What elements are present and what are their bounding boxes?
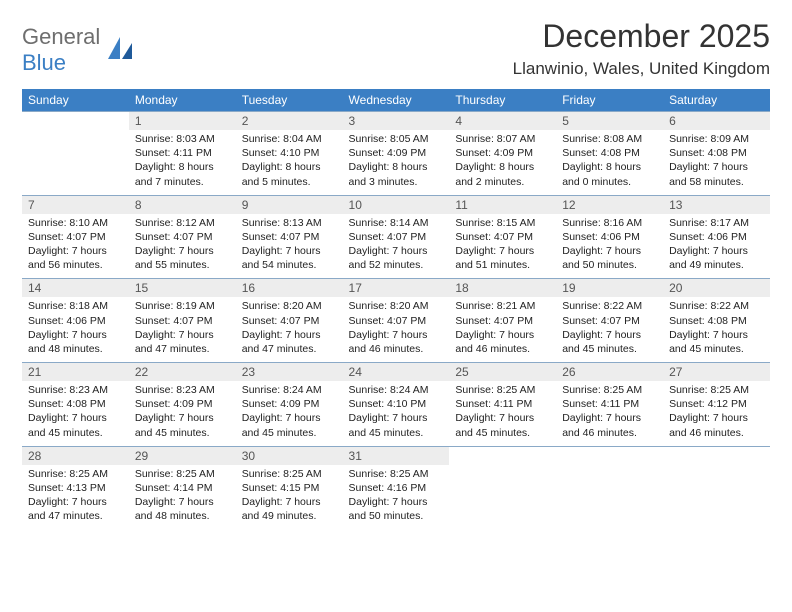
day-number bbox=[556, 446, 663, 465]
logo-sail-icon bbox=[106, 35, 134, 66]
day-cell: Sunrise: 8:25 AMSunset: 4:12 PMDaylight:… bbox=[663, 381, 770, 446]
day-cell: Sunrise: 8:25 AMSunset: 4:15 PMDaylight:… bbox=[236, 465, 343, 530]
day-cell: Sunrise: 8:24 AMSunset: 4:10 PMDaylight:… bbox=[343, 381, 450, 446]
day-cell: Sunrise: 8:24 AMSunset: 4:09 PMDaylight:… bbox=[236, 381, 343, 446]
day-cell: Sunrise: 8:25 AMSunset: 4:11 PMDaylight:… bbox=[556, 381, 663, 446]
day-header-row: SundayMondayTuesdayWednesdayThursdayFrid… bbox=[22, 89, 770, 112]
day-number: 16 bbox=[236, 279, 343, 298]
day-number: 17 bbox=[343, 279, 450, 298]
day-cell: Sunrise: 8:08 AMSunset: 4:08 PMDaylight:… bbox=[556, 130, 663, 195]
day-number: 10 bbox=[343, 195, 450, 214]
day-cell: Sunrise: 8:22 AMSunset: 4:08 PMDaylight:… bbox=[663, 297, 770, 362]
day-number: 28 bbox=[22, 446, 129, 465]
day-content-row: Sunrise: 8:25 AMSunset: 4:13 PMDaylight:… bbox=[22, 465, 770, 530]
day-number: 22 bbox=[129, 363, 236, 382]
day-header: Monday bbox=[129, 89, 236, 112]
day-number: 19 bbox=[556, 279, 663, 298]
day-header: Sunday bbox=[22, 89, 129, 112]
day-number: 11 bbox=[449, 195, 556, 214]
day-cell: Sunrise: 8:23 AMSunset: 4:08 PMDaylight:… bbox=[22, 381, 129, 446]
day-cell: Sunrise: 8:13 AMSunset: 4:07 PMDaylight:… bbox=[236, 214, 343, 279]
day-cell bbox=[556, 465, 663, 530]
day-number-row: 14151617181920 bbox=[22, 279, 770, 298]
day-number: 5 bbox=[556, 112, 663, 131]
day-number: 6 bbox=[663, 112, 770, 131]
calendar-table: SundayMondayTuesdayWednesdayThursdayFrid… bbox=[22, 89, 770, 529]
day-number: 24 bbox=[343, 363, 450, 382]
day-number: 2 bbox=[236, 112, 343, 131]
logo-word-blue: Blue bbox=[22, 50, 66, 75]
day-number: 13 bbox=[663, 195, 770, 214]
location-text: Llanwinio, Wales, United Kingdom bbox=[513, 59, 770, 79]
day-number: 14 bbox=[22, 279, 129, 298]
day-cell: Sunrise: 8:17 AMSunset: 4:06 PMDaylight:… bbox=[663, 214, 770, 279]
day-number-row: 78910111213 bbox=[22, 195, 770, 214]
header: General Blue December 2025 Llanwinio, Wa… bbox=[22, 18, 770, 79]
day-number bbox=[449, 446, 556, 465]
month-title: December 2025 bbox=[513, 18, 770, 55]
day-cell: Sunrise: 8:05 AMSunset: 4:09 PMDaylight:… bbox=[343, 130, 450, 195]
day-number: 3 bbox=[343, 112, 450, 131]
day-content-row: Sunrise: 8:03 AMSunset: 4:11 PMDaylight:… bbox=[22, 130, 770, 195]
day-number: 25 bbox=[449, 363, 556, 382]
day-header: Saturday bbox=[663, 89, 770, 112]
day-cell: Sunrise: 8:22 AMSunset: 4:07 PMDaylight:… bbox=[556, 297, 663, 362]
day-cell: Sunrise: 8:15 AMSunset: 4:07 PMDaylight:… bbox=[449, 214, 556, 279]
day-cell: Sunrise: 8:25 AMSunset: 4:14 PMDaylight:… bbox=[129, 465, 236, 530]
day-number: 7 bbox=[22, 195, 129, 214]
day-number-row: 28293031 bbox=[22, 446, 770, 465]
day-cell: Sunrise: 8:23 AMSunset: 4:09 PMDaylight:… bbox=[129, 381, 236, 446]
day-header: Wednesday bbox=[343, 89, 450, 112]
day-number: 18 bbox=[449, 279, 556, 298]
day-cell: Sunrise: 8:19 AMSunset: 4:07 PMDaylight:… bbox=[129, 297, 236, 362]
day-number: 15 bbox=[129, 279, 236, 298]
day-cell bbox=[449, 465, 556, 530]
day-cell bbox=[663, 465, 770, 530]
day-number bbox=[22, 112, 129, 131]
day-cell: Sunrise: 8:21 AMSunset: 4:07 PMDaylight:… bbox=[449, 297, 556, 362]
brand-logo: General Blue bbox=[22, 24, 134, 76]
day-cell: Sunrise: 8:25 AMSunset: 4:11 PMDaylight:… bbox=[449, 381, 556, 446]
day-cell: Sunrise: 8:25 AMSunset: 4:13 PMDaylight:… bbox=[22, 465, 129, 530]
day-number: 20 bbox=[663, 279, 770, 298]
day-cell: Sunrise: 8:10 AMSunset: 4:07 PMDaylight:… bbox=[22, 214, 129, 279]
day-number-row: 123456 bbox=[22, 112, 770, 131]
day-cell: Sunrise: 8:14 AMSunset: 4:07 PMDaylight:… bbox=[343, 214, 450, 279]
day-header: Tuesday bbox=[236, 89, 343, 112]
day-cell: Sunrise: 8:20 AMSunset: 4:07 PMDaylight:… bbox=[343, 297, 450, 362]
day-cell: Sunrise: 8:20 AMSunset: 4:07 PMDaylight:… bbox=[236, 297, 343, 362]
logo-word-general: General bbox=[22, 24, 100, 49]
day-number: 12 bbox=[556, 195, 663, 214]
day-cell: Sunrise: 8:04 AMSunset: 4:10 PMDaylight:… bbox=[236, 130, 343, 195]
day-number: 27 bbox=[663, 363, 770, 382]
day-number: 4 bbox=[449, 112, 556, 131]
day-header: Thursday bbox=[449, 89, 556, 112]
day-cell: Sunrise: 8:09 AMSunset: 4:08 PMDaylight:… bbox=[663, 130, 770, 195]
day-number: 31 bbox=[343, 446, 450, 465]
logo-text: General Blue bbox=[22, 24, 100, 76]
day-content-row: Sunrise: 8:18 AMSunset: 4:06 PMDaylight:… bbox=[22, 297, 770, 362]
day-number: 29 bbox=[129, 446, 236, 465]
day-number: 8 bbox=[129, 195, 236, 214]
day-content-row: Sunrise: 8:23 AMSunset: 4:08 PMDaylight:… bbox=[22, 381, 770, 446]
day-number bbox=[663, 446, 770, 465]
day-cell: Sunrise: 8:16 AMSunset: 4:06 PMDaylight:… bbox=[556, 214, 663, 279]
day-cell: Sunrise: 8:25 AMSunset: 4:16 PMDaylight:… bbox=[343, 465, 450, 530]
day-number-row: 21222324252627 bbox=[22, 363, 770, 382]
day-number: 30 bbox=[236, 446, 343, 465]
title-block: December 2025 Llanwinio, Wales, United K… bbox=[513, 18, 770, 79]
day-number: 23 bbox=[236, 363, 343, 382]
day-cell: Sunrise: 8:12 AMSunset: 4:07 PMDaylight:… bbox=[129, 214, 236, 279]
day-cell: Sunrise: 8:07 AMSunset: 4:09 PMDaylight:… bbox=[449, 130, 556, 195]
day-number: 21 bbox=[22, 363, 129, 382]
day-header: Friday bbox=[556, 89, 663, 112]
day-cell: Sunrise: 8:03 AMSunset: 4:11 PMDaylight:… bbox=[129, 130, 236, 195]
day-number: 9 bbox=[236, 195, 343, 214]
day-number: 26 bbox=[556, 363, 663, 382]
day-number: 1 bbox=[129, 112, 236, 131]
day-cell bbox=[22, 130, 129, 195]
day-cell: Sunrise: 8:18 AMSunset: 4:06 PMDaylight:… bbox=[22, 297, 129, 362]
day-content-row: Sunrise: 8:10 AMSunset: 4:07 PMDaylight:… bbox=[22, 214, 770, 279]
